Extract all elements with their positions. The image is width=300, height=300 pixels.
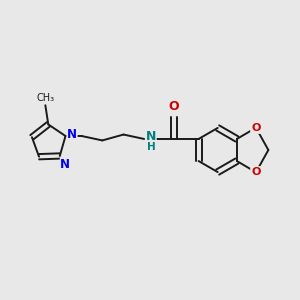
Text: O: O (168, 100, 179, 113)
Text: N: N (146, 130, 156, 143)
Text: N: N (60, 158, 70, 171)
Text: O: O (251, 123, 261, 133)
Text: H: H (146, 142, 155, 152)
Text: CH₃: CH₃ (36, 93, 54, 103)
Text: O: O (251, 167, 261, 177)
Text: N: N (67, 128, 77, 141)
